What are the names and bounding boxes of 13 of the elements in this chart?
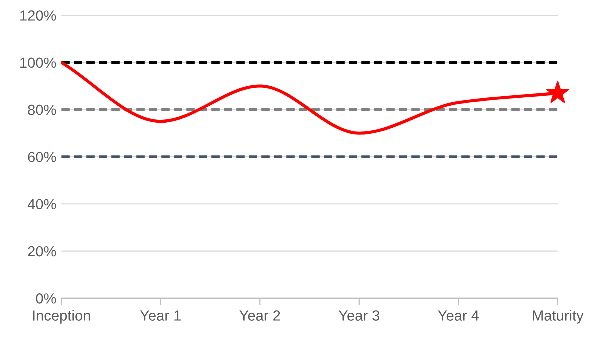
x-tick-label: Year 1 xyxy=(140,310,181,321)
y-tick-label: 60% xyxy=(28,152,56,162)
x-tick-label: Inception xyxy=(33,310,90,324)
y-tick-label: 0% xyxy=(36,294,56,304)
y-tick-label: 40% xyxy=(28,199,56,210)
x-tick-label: Maturity xyxy=(533,310,584,324)
x-tick-label: Year 2 xyxy=(240,310,280,321)
y-tick-label: 20% xyxy=(28,246,56,257)
y-tick-label: 100% xyxy=(20,58,56,68)
y-tick-label: 120% xyxy=(20,10,56,21)
x-tick-label: Year 3 xyxy=(338,310,380,321)
x-tick-label: Year 4 xyxy=(438,310,480,321)
y-tick-label: 80% xyxy=(28,104,56,116)
